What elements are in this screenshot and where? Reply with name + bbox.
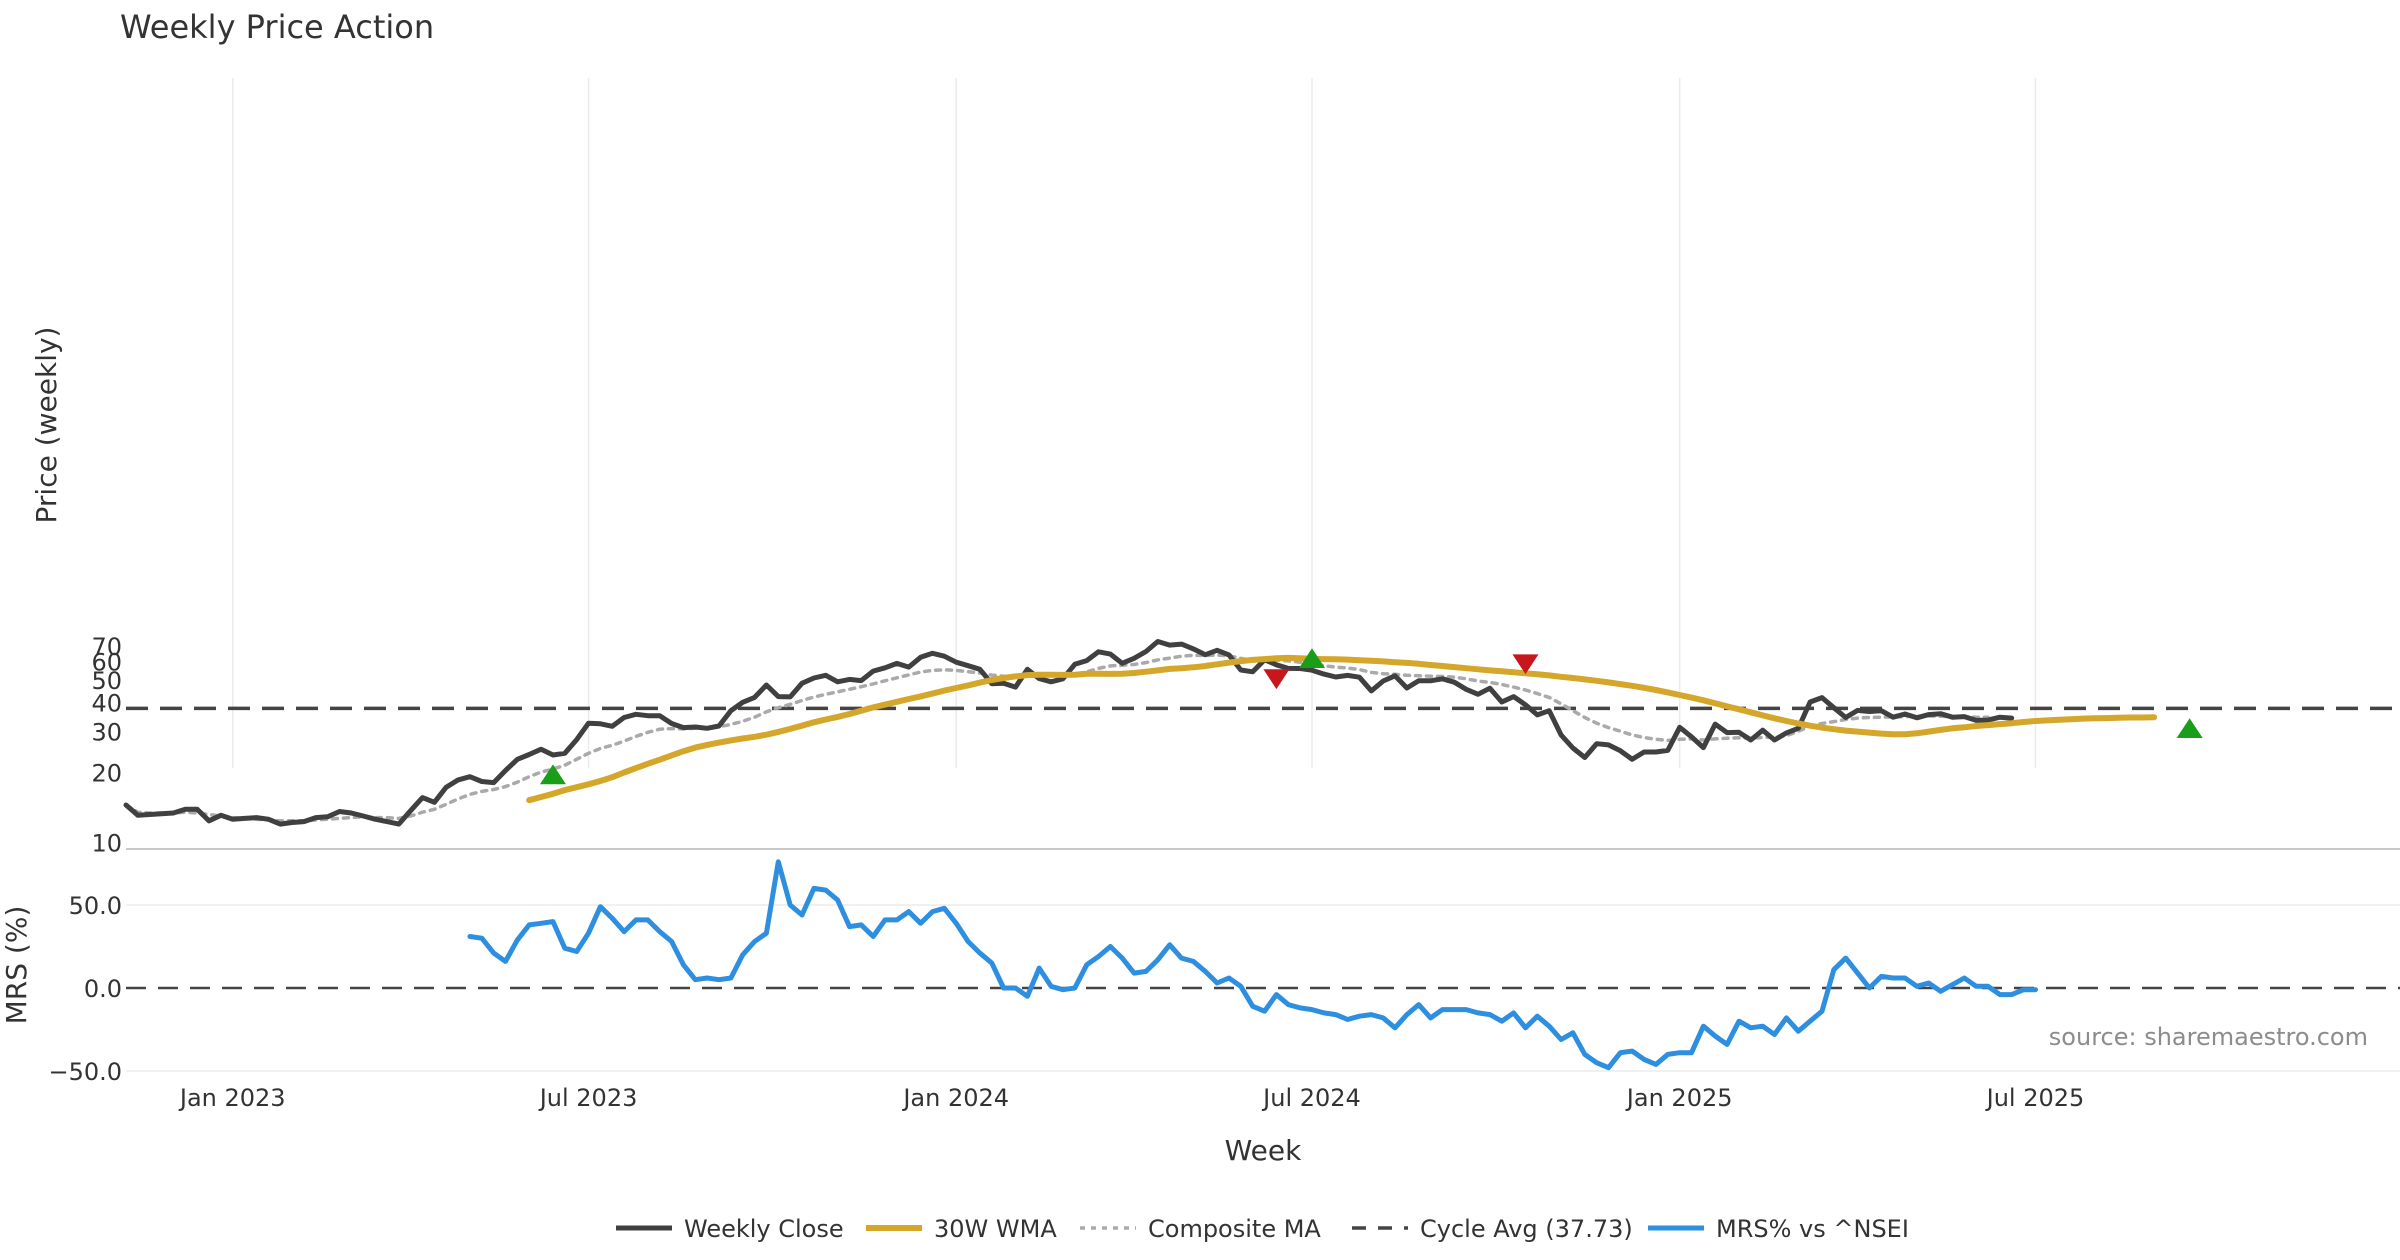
legend-label-cycle: Cycle Avg (37.73) bbox=[1420, 1215, 1633, 1243]
x-axis-label: Week bbox=[1225, 1134, 1302, 1167]
sell-signal-marker bbox=[1512, 654, 1539, 675]
legend-label-composite: Composite MA bbox=[1148, 1215, 1321, 1243]
mrs-y-tick-label: 50.0 bbox=[69, 892, 122, 920]
legend: Weekly Close 30W WMA Composite MA Cycle Avg… bbox=[616, 1215, 1909, 1243]
buy-signal-marker bbox=[539, 764, 566, 785]
mrs-y-ticks: 50.0 0.0 −50.0 bbox=[48, 892, 122, 1086]
price-y-tick-label: 30 bbox=[91, 719, 122, 747]
weekly-close-line bbox=[123, 639, 2015, 827]
legend-label-close: Weekly Close bbox=[684, 1215, 844, 1243]
price-y-tick-label: 50 bbox=[91, 667, 122, 695]
price-y-tick-label: 20 bbox=[91, 760, 122, 788]
x-tick-label: Jan 2023 bbox=[178, 1084, 286, 1112]
mrs-grid bbox=[126, 904, 2400, 1072]
chart-title: Weekly Price Action bbox=[120, 8, 434, 46]
price-grid bbox=[231, 78, 2037, 768]
mrs-line bbox=[467, 859, 2038, 1071]
trade-signals bbox=[539, 648, 2203, 785]
buy-signal-marker bbox=[2176, 718, 2203, 739]
source-watermark: source: sharemaestro.com bbox=[2049, 1023, 2368, 1051]
wma-30w-line bbox=[526, 654, 2158, 804]
price-y-tick-label: 70 bbox=[91, 633, 122, 661]
legend-label-mrs: MRS% vs ^NSEI bbox=[1716, 1215, 1909, 1243]
mrs-y-tick-label: −50.0 bbox=[48, 1058, 122, 1086]
x-tick-label: Jul 2025 bbox=[1985, 1084, 2085, 1112]
sell-signal-marker bbox=[1263, 669, 1290, 690]
mrs-y-tick-label: 0.0 bbox=[84, 975, 122, 1003]
mrs-y-axis-label: MRS (%) bbox=[0, 906, 33, 1025]
price-y-tick-label: 10 bbox=[91, 830, 122, 858]
price-y-tick-label: 40 bbox=[91, 690, 122, 718]
buy-signal-marker bbox=[1299, 648, 1325, 669]
x-tick-label: Jan 2024 bbox=[901, 1084, 1009, 1112]
price-y-axis-label: Price (weekly) bbox=[30, 327, 63, 524]
x-tick-label: Jul 2024 bbox=[1261, 1084, 1361, 1112]
x-axis-ticks: Jan 2023 Jul 2023 Jan 2024 Jul 2024 Jan 2025… bbox=[178, 1084, 2084, 1112]
x-tick-label: Jan 2025 bbox=[1625, 1084, 1733, 1112]
mrs-series bbox=[467, 859, 2038, 1071]
price-series bbox=[123, 639, 2400, 827]
x-tick-label: Jul 2023 bbox=[538, 1084, 638, 1112]
price-y-tick-label: 60 bbox=[91, 649, 122, 677]
legend-label-wma: 30W WMA bbox=[934, 1215, 1057, 1243]
